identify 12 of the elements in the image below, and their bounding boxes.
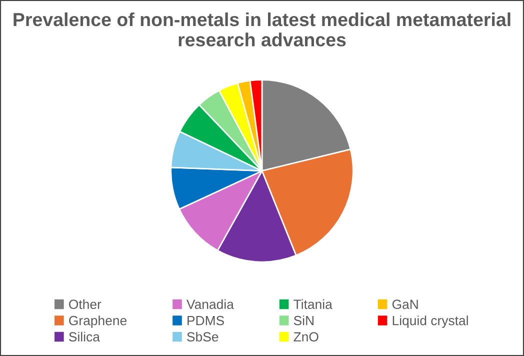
legend-label: PDMS [188, 316, 224, 326]
legend-label: SbSe [187, 332, 218, 342]
legend-label: SiN [294, 316, 314, 326]
legend-label: ZnO [294, 332, 318, 342]
legend-label: Titania [294, 299, 332, 309]
legend-label: Graphene [69, 316, 127, 328]
legend-label: Other [69, 299, 102, 309]
legend-label: GaN [392, 300, 418, 309]
legend-label: Liquid crystal [392, 316, 468, 328]
legend-label: Silica [69, 332, 100, 342]
chart-title: Prevalence of non-metals in latest medical metamaterial research advances [14, 12, 510, 46]
legend-label: Vanadia [186, 299, 234, 309]
